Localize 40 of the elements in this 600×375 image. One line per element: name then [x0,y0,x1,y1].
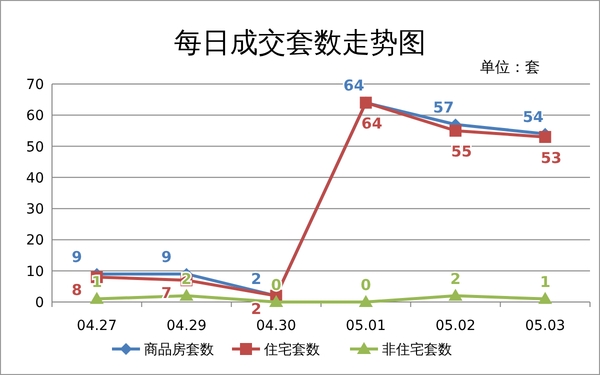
x-tick-label: 04.29 [166,318,207,334]
data-label: 8 [72,281,82,300]
point [538,292,552,304]
data-label: 0 [360,276,372,294]
point [269,295,284,307]
data-label: 2 [250,300,262,318]
point [450,124,462,137]
legend-label: 非住宅套数 [382,342,452,358]
y-tick-label: 10 [26,264,44,280]
legend-label: 商品房套数 [144,342,214,358]
y-tick-label: 40 [26,170,44,186]
x-tick-label: 05.02 [435,318,476,334]
x-tick-label: 04.27 [76,318,117,334]
chart-title: 每日成交套数走势图 [174,26,426,59]
data-label: 9 [161,248,172,266]
point [448,288,462,301]
y-tick-label: 60 [26,108,44,124]
x-tick-label: 05.01 [346,318,386,334]
data-label: 1 [540,272,550,291]
y-tick-label: 50 [26,139,44,156]
y-tick-label: 0 [35,295,44,311]
data-label: 9 [72,248,82,266]
point [90,292,104,304]
data-label: 64 [361,114,382,133]
data-label: 2 [450,270,461,288]
y-tick-label: 20 [26,232,44,249]
x-tick-label: 05.03 [525,318,566,334]
point [358,295,373,307]
data-label: 55 [451,142,472,161]
y-tick-label: 30 [26,202,44,218]
y-tick-label: 70 [26,77,44,93]
point [539,130,552,143]
data-label: 2 [250,270,262,288]
data-label: 53 [540,148,562,167]
x-tick-label: 04.30 [256,318,296,334]
text: 单位：套 [480,58,540,76]
point [180,288,194,301]
legend-label: 住宅套数 [263,342,320,358]
data-label: 57 [433,98,454,116]
data-label: 2 [181,270,192,288]
